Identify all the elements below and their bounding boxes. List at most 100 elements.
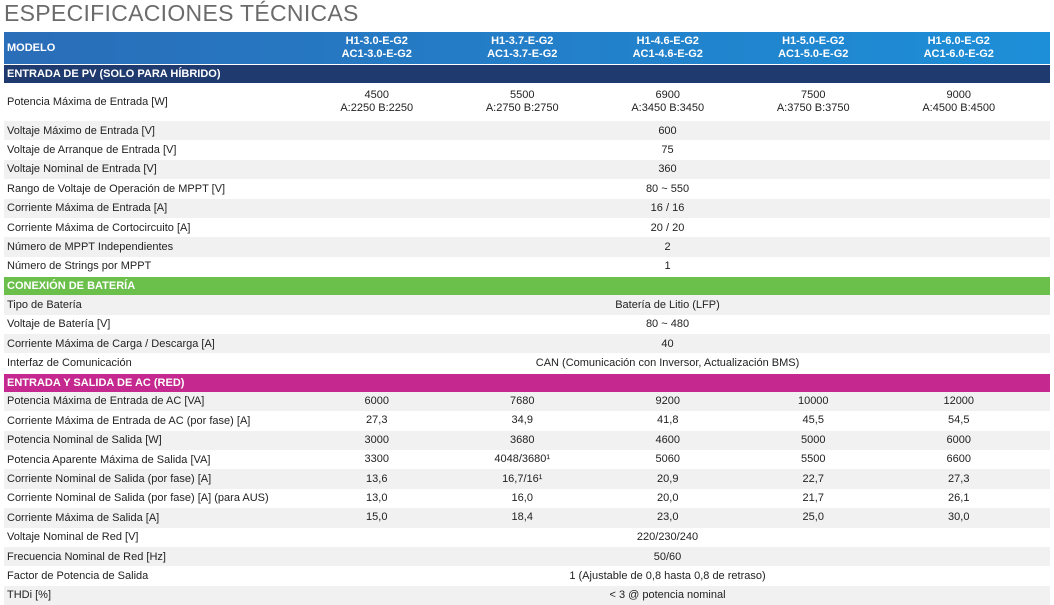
table-row: Voltaje de Arranque de Entrada [V] 75 xyxy=(4,140,1050,159)
row-label: Corriente Nominal de Salida (por fase) [… xyxy=(7,492,269,505)
table-row: Voltaje Nominal de Entrada [V] 360 xyxy=(4,159,1050,180)
value-cell: 27,3 xyxy=(366,414,388,427)
value-cell: 9200 xyxy=(655,394,680,407)
model-name: H1-3.0-E-G2 AC1-3.0-E-G2 xyxy=(304,35,450,61)
value-cell: 5500 xyxy=(801,453,826,466)
model-name: H1-4.6-E-G2 AC1-4.6-E-G2 xyxy=(595,35,741,61)
table-row: Potencia Nominal de Salida [W] 3000 3680 46… xyxy=(4,430,1050,450)
row-label: Frecuencia Nominal de Red [Hz] xyxy=(7,550,166,563)
table-row: Voltaje de Batería [V] 80 ~ 480 xyxy=(4,315,1050,334)
table-row: Potencia Máxima de Entrada de AC [VA] 600… xyxy=(4,391,1050,412)
row-label: Corriente Máxima de Salida [A] xyxy=(7,511,160,524)
value-line: 5500 xyxy=(510,89,535,101)
model-line: AC1-3.7-E-G2 xyxy=(487,48,558,60)
value-cell: 45,5 xyxy=(802,414,824,427)
value-cell: 5500 A:2750 B:2750 xyxy=(450,89,596,115)
page-title: ESPECIFICACIONES TÉCNICAS xyxy=(4,0,359,26)
value-cell: 10000 xyxy=(797,394,829,407)
row-label: Interfaz de Comunicación xyxy=(7,357,132,370)
row-label: Corriente Máxima de Cortocircuito [A] xyxy=(7,221,191,234)
model-line: H1-6.0-E-G2 xyxy=(927,35,990,47)
model-name: H1-6.0-E-G2 AC1-6.0-E-G2 xyxy=(886,35,1032,61)
value-cell: 34,9 xyxy=(511,414,533,427)
table-row: Número de MPPT Independientes 2 xyxy=(4,237,1050,257)
row-label: Potencia Máxima de Entrada de AC [VA] xyxy=(7,395,205,408)
table-row: ENTRADA DE PV (SOLO PARA HÍBRIDO) xyxy=(4,65,1050,83)
value-cell: 16 / 16 xyxy=(650,202,685,215)
value-cell: 4600 xyxy=(655,433,680,446)
value-cell: 13,6 xyxy=(366,472,388,485)
value-cell: 5060 xyxy=(655,453,680,466)
row-label: Potencia Nominal de Salida [W] xyxy=(7,434,162,447)
value-cell: 75 xyxy=(661,144,674,157)
model-line: AC1-4.6-E-G2 xyxy=(632,48,703,60)
row-label: Voltaje de Batería [V] xyxy=(7,318,111,331)
value-cell: 3000 xyxy=(364,433,389,446)
value-cell: 4500 A:2250 B:2250 xyxy=(304,89,450,115)
row-label: Corriente Máxima de Carga / Descarga [A] xyxy=(7,337,215,350)
value-cell: 2 xyxy=(664,241,671,254)
table-row: ENTRADA Y SALIDA DE AC (RED) xyxy=(4,373,1050,392)
section-title: ENTRADA Y SALIDA DE AC (RED) xyxy=(7,376,185,389)
model-line: H1-5.0-E-G2 xyxy=(782,35,845,47)
table-row: Corriente Máxima de Carga / Descarga [A]… xyxy=(4,334,1050,354)
model-line: AC1-6.0-E-G2 xyxy=(923,48,994,60)
model-name: H1-3.7-E-G2 AC1-3.7-E-G2 xyxy=(450,35,596,61)
table-row: Corriente Nominal de Salida (por fase) [… xyxy=(4,489,1050,508)
value-cell: 6000 xyxy=(946,433,971,446)
table-row: Tipo de Batería Batería de Litio (LFP) xyxy=(4,295,1050,315)
table-row: Número de Strings por MPPT 1 xyxy=(4,257,1050,276)
table-row: Corriente Máxima de Entrada [A] 16 / 16 xyxy=(4,198,1050,218)
value-line: A:2750 B:2750 xyxy=(485,102,559,114)
table-row: Corriente Máxima de Cortocircuito [A] 20 … xyxy=(4,218,1050,237)
value-line: 9000 xyxy=(946,89,971,101)
value-cell: 20 / 20 xyxy=(650,221,685,234)
value-line: 6900 xyxy=(655,89,680,101)
value-cell: 20,9 xyxy=(657,472,679,485)
row-label: Corriente Máxima de Entrada de AC (por f… xyxy=(7,414,251,427)
table-row: Interfaz de Comunicación CAN (Comunicació… xyxy=(4,353,1050,372)
value-cell: 21,7 xyxy=(802,491,824,504)
value-cell: 7680 xyxy=(510,394,535,407)
value-cell: 1 xyxy=(664,260,671,273)
row-label: Factor de Potencia de Salida xyxy=(7,570,149,583)
table-row: Frecuencia Nominal de Red [Hz] 50/60 xyxy=(4,547,1050,567)
value-cell: 4048/3680¹ xyxy=(494,453,551,466)
section-title: CONEXIÓN DE BATERÍA xyxy=(7,280,136,293)
value-cell: 54,5 xyxy=(948,414,970,427)
value-cell: 18,4 xyxy=(511,511,533,524)
table-row: MODELO H1-3.0-E-G2 AC1-3.0-E-G2 H1-3.7-E-G2… xyxy=(4,32,1050,64)
table-row: Corriente Máxima de Salida [A] 15,0 18,4 23… xyxy=(4,508,1050,528)
value-cell: 50/60 xyxy=(653,550,682,563)
value-cell: Batería de Litio (LFP) xyxy=(615,298,720,311)
header-label: MODELO xyxy=(7,42,56,54)
value-cell: 9000 A:4500 B:4500 xyxy=(886,89,1032,115)
value-cell: 80 ~ 550 xyxy=(645,182,690,195)
row-label: Número de Strings por MPPT xyxy=(7,260,152,273)
value-cell: < 3 @ potencia nominal xyxy=(609,589,726,602)
row-label: Corriente Máxima de Entrada [A] xyxy=(7,202,168,215)
value-cell: 16,0 xyxy=(511,491,533,504)
value-cell: 30,0 xyxy=(948,511,970,524)
row-label: Tipo de Batería xyxy=(7,298,82,311)
value-line: A:3450 B:3450 xyxy=(631,102,705,114)
value-line: A:2250 B:2250 xyxy=(340,102,414,114)
value-cell: 220/230/240 xyxy=(636,531,699,544)
value-cell: 12000 xyxy=(943,394,975,407)
value-cell: 27,3 xyxy=(948,472,970,485)
row-label: Rango de Voltaje de Operación de MPPT [V… xyxy=(7,182,226,195)
value-cell: 600 xyxy=(658,124,677,137)
table-row: THDi [%] < 3 @ potencia nominal xyxy=(4,585,1050,605)
model-line: AC1-3.0-E-G2 xyxy=(341,48,412,60)
value-cell: 23,0 xyxy=(657,511,679,524)
row-label: Número de MPPT Independientes xyxy=(7,241,174,254)
value-cell: 26,1 xyxy=(948,491,970,504)
value-cell: 20,0 xyxy=(657,491,679,504)
value-cell: 3680 xyxy=(510,433,535,446)
row-label: Voltaje Máximo de Entrada [V] xyxy=(7,124,155,137)
value-cell: 6900 A:3450 B:3450 xyxy=(595,89,741,115)
table-row: Potencia Aparente Máxima de Salida [VA] 3… xyxy=(4,450,1050,469)
value-cell: 360 xyxy=(658,163,677,176)
row-label: THDi [%] xyxy=(7,589,51,602)
